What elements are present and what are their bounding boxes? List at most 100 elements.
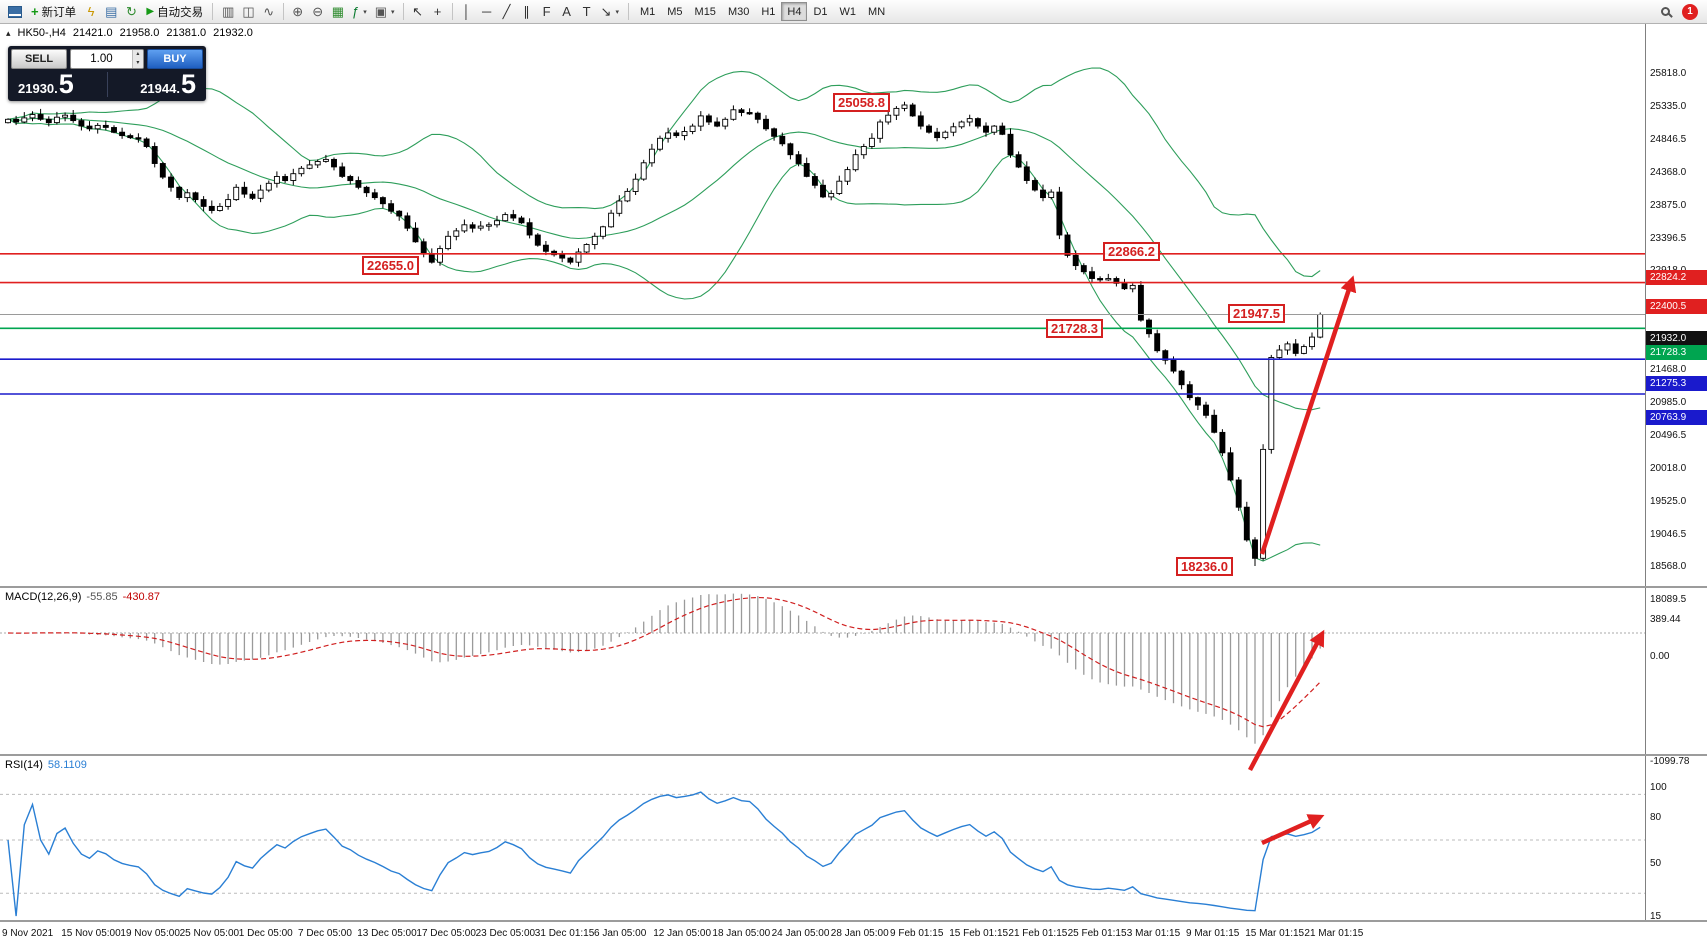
candlestick-chart[interactable] [0, 24, 1645, 586]
time-axis-label: 21 Mar 01:15 [1304, 928, 1364, 939]
fibonacci-icon[interactable]: F [537, 2, 557, 22]
arrows-icon[interactable]: ↘ ▾ [597, 2, 623, 22]
volume-input[interactable] [71, 53, 132, 65]
autotrading-button[interactable]: ▶ 自动交易 [142, 2, 207, 22]
channel-icon[interactable]: ∥ [517, 2, 537, 22]
buy-button[interactable]: BUY [147, 49, 203, 69]
volume-decrease-button[interactable]: ▾ [132, 59, 143, 68]
timeframe-button-M15[interactable]: M15 [689, 2, 722, 21]
time-axis-label: 28 Jan 05:00 [830, 928, 889, 939]
text-label-icon[interactable]: T [577, 2, 597, 22]
time-axis[interactable]: 9 Nov 2021 15 Nov 05:00 19 Nov 05:00 25 Nov… [0, 922, 1707, 946]
crosshair-icon: + [433, 4, 442, 19]
tile-windows-icon[interactable]: ▦ [328, 2, 348, 22]
tick-up-icon: ▴ [6, 27, 11, 38]
indicators-icon[interactable]: ƒ ▾ [348, 2, 371, 22]
chevron-down-icon: ▾ [363, 8, 367, 16]
time-axis-label: 24 Jan 05:00 [771, 928, 830, 939]
price-axis-label: 25818.0 [1650, 68, 1687, 79]
market-watch-icon[interactable]: ▤ [101, 2, 121, 22]
candlestick-icon[interactable]: ◫ [238, 2, 258, 22]
trendline-icon[interactable]: ╱ [497, 2, 517, 22]
time-axis-label: 23 Dec 05:00 [475, 928, 536, 939]
zoom-out-icon: ⊖ [312, 4, 324, 19]
panel-splitter[interactable] [0, 754, 1707, 756]
rsi-axis-label: 15 [1650, 911, 1662, 923]
search-icon[interactable] [1655, 2, 1675, 22]
timeframe-button-MN[interactable]: MN [862, 2, 891, 21]
price-axis-label: 18568.0 [1650, 561, 1687, 573]
price-callout[interactable]: 21728.3 [1046, 319, 1103, 339]
rsi-chart[interactable] [0, 756, 1645, 920]
fibonacci-icon: F [542, 4, 551, 19]
timeframe-button-D1[interactable]: D1 [807, 2, 833, 21]
new-order-button[interactable]: + 新订单 [27, 2, 80, 22]
volume-increase-button[interactable]: ▴ [132, 50, 143, 59]
toolbar-separator [627, 3, 629, 20]
templates-icon: ▣ [374, 4, 388, 19]
price-callout[interactable]: 22655.0 [362, 256, 419, 276]
bar-chart-icon[interactable]: ▥ [218, 2, 238, 22]
panel-splitter[interactable] [0, 586, 1707, 588]
indicators-icon: ƒ [351, 4, 360, 19]
horizontal-line-icon[interactable]: ─ [477, 2, 497, 22]
price-axis-label: 23396.5 [1650, 232, 1687, 244]
main-chart-panel[interactable]: ▴ HK50-,H4 21421.0 21958.0 21381.0 21932… [0, 24, 1645, 586]
rsi-panel[interactable]: RSI(14) 58.1109 [0, 756, 1645, 920]
sell-button[interactable]: SELL [11, 49, 67, 69]
zoom-in-icon[interactable]: ⊕ [288, 2, 308, 22]
buy-price[interactable]: 21944. 5 [140, 71, 196, 98]
one-click-trading-panel: SELL ▴ ▾ BUY 21930.5 21944.5 [8, 46, 206, 101]
time-axis-label: 1 Dec 05:00 [238, 928, 293, 939]
vertical-line-icon[interactable]: │ [457, 2, 477, 22]
price-axis-label: 24368.0 [1650, 166, 1687, 178]
chevron-down-icon: ▾ [391, 8, 395, 16]
macd-panel[interactable]: MACD(12,26,9) -55.85 -430.87 [0, 588, 1645, 754]
line-chart-icon[interactable]: ∿ [259, 2, 279, 22]
new-chart-icon[interactable] [4, 2, 26, 22]
price-callout[interactable]: 18236.0 [1176, 557, 1233, 577]
price-axis-label: 23875.0 [1650, 200, 1687, 212]
time-axis-label: 7 Dec 05:00 [298, 928, 352, 939]
refresh-icon[interactable]: ↻ [121, 2, 141, 22]
horizontal-line-icon: ─ [481, 4, 492, 19]
price-level-chip: 22824.2 [1646, 270, 1707, 286]
price-level-chip: 21275.3 [1646, 375, 1707, 391]
price-callout[interactable]: 22866.2 [1103, 241, 1160, 261]
price-axis-label: 19046.5 [1650, 528, 1687, 540]
crosshair-icon[interactable]: + [428, 2, 448, 22]
time-axis-label: 9 Mar 01:15 [1186, 928, 1240, 939]
price-level-chip: 21932.0 [1646, 330, 1707, 346]
timeframe-button-M1[interactable]: M1 [634, 2, 661, 21]
chart-symbol: HK50-,H4 [17, 27, 66, 39]
price-axis[interactable]: 25818.0 25335.0 24846.5 24368.0 23875.0 23396… [1645, 24, 1707, 922]
time-axis-label: 9 Nov 2021 [2, 928, 54, 939]
bolt-icon[interactable]: ϟ [81, 2, 101, 22]
macd-chart[interactable] [0, 588, 1645, 754]
panel-splitter[interactable] [0, 920, 1707, 922]
price-divider [106, 72, 108, 97]
chart-ohlc-header: ▴ HK50-,H4 21421.0 21958.0 21381.0 21932… [6, 27, 253, 39]
timeframe-button-H4[interactable]: H4 [781, 2, 808, 21]
time-axis-label: 25 Feb 01:15 [1067, 928, 1127, 939]
sell-price[interactable]: 21930. 5 [18, 71, 74, 98]
timeframe-button-H1[interactable]: H1 [755, 2, 781, 21]
market-watch-icon: ▤ [105, 4, 118, 19]
price-callout[interactable]: 25058.8 [833, 92, 890, 112]
text-icon[interactable]: A [557, 2, 577, 22]
price-axis-label: 18089.5 [1650, 594, 1687, 605]
timeframe-button-M5[interactable]: M5 [661, 2, 688, 21]
zoom-out-icon[interactable]: ⊖ [308, 2, 328, 22]
price-axis-label: 20018.0 [1650, 462, 1687, 474]
cursor-icon[interactable]: ↖ [408, 2, 428, 22]
timeframe-button-M30[interactable]: M30 [722, 2, 755, 21]
price-callout[interactable]: 21947.5 [1228, 304, 1285, 324]
time-axis-label: 31 Dec 01:15 [534, 928, 595, 939]
notification-badge[interactable]: 1 [1682, 3, 1698, 20]
templates-icon[interactable]: ▣ ▾ [371, 2, 399, 22]
timeframe-button-W1[interactable]: W1 [834, 2, 863, 21]
time-axis-label: 25 Nov 05:00 [179, 928, 240, 939]
time-axis-label: 6 Jan 05:00 [594, 928, 647, 939]
trendline-icon: ╱ [502, 4, 511, 19]
vertical-line-icon: │ [462, 4, 471, 19]
